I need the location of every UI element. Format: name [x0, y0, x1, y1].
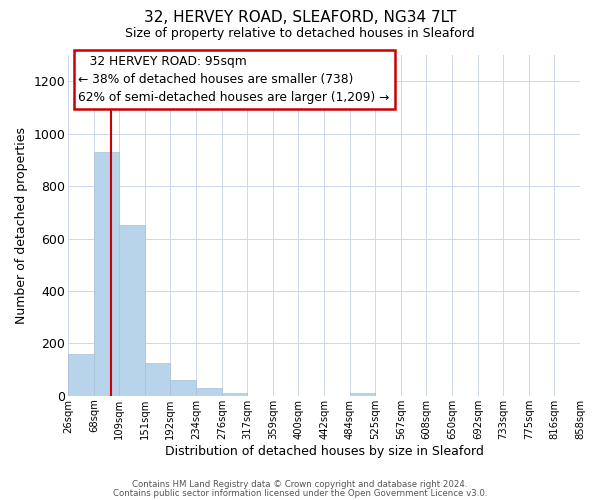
Bar	[170, 380, 196, 396]
Bar	[222, 393, 247, 396]
Text: 32, HERVEY ROAD, SLEAFORD, NG34 7LT: 32, HERVEY ROAD, SLEAFORD, NG34 7LT	[144, 10, 456, 25]
X-axis label: Distribution of detached houses by size in Sleaford: Distribution of detached houses by size …	[164, 444, 484, 458]
Y-axis label: Number of detached properties: Number of detached properties	[15, 127, 28, 324]
Bar	[145, 363, 170, 396]
Bar	[68, 354, 94, 396]
Text: Contains HM Land Registry data © Crown copyright and database right 2024.: Contains HM Land Registry data © Crown c…	[132, 480, 468, 489]
Text: Contains public sector information licensed under the Open Government Licence v3: Contains public sector information licen…	[113, 489, 487, 498]
Bar	[196, 388, 222, 396]
Text: Size of property relative to detached houses in Sleaford: Size of property relative to detached ho…	[125, 28, 475, 40]
Text: 32 HERVEY ROAD: 95sqm
← 38% of detached houses are smaller (738)
62% of semi-det: 32 HERVEY ROAD: 95sqm ← 38% of detached …	[79, 55, 390, 104]
Bar	[119, 226, 145, 396]
Bar	[94, 152, 119, 396]
Bar	[350, 392, 375, 396]
